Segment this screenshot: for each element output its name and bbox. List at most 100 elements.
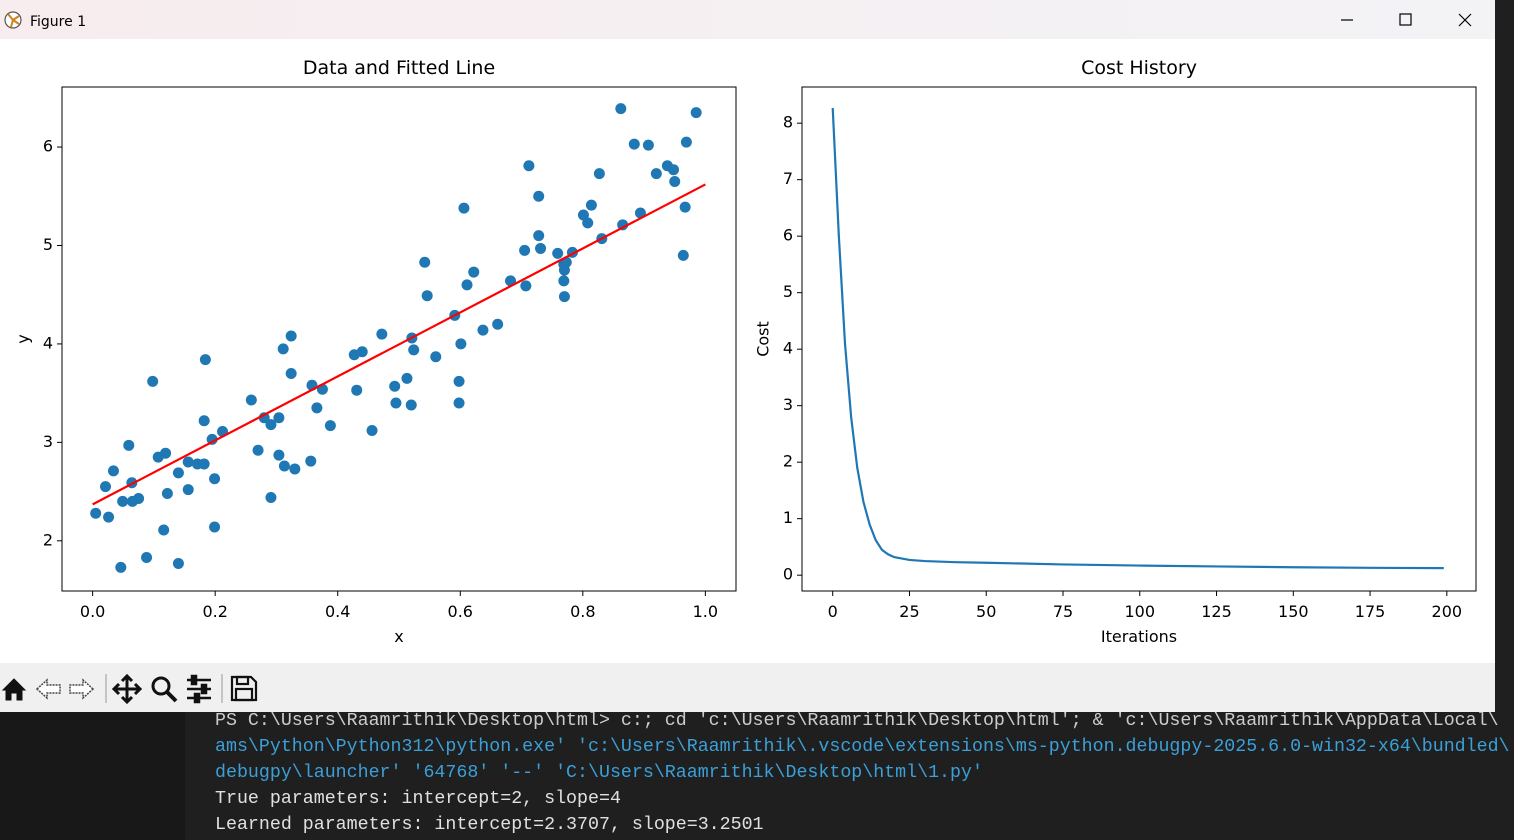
- x-tick-label: 0.0: [80, 602, 105, 621]
- data-point: [273, 449, 285, 461]
- data-point: [117, 495, 129, 507]
- data-point: [468, 266, 480, 278]
- x-tick-label: 150: [1278, 602, 1309, 621]
- data-point: [519, 244, 531, 256]
- terminal-line: debugpy\launcher' '64768' '--' 'C:\Users…: [215, 763, 983, 783]
- x-tick-label: 25: [899, 602, 919, 621]
- close-button[interactable]: [1458, 13, 1472, 27]
- data-point: [408, 344, 420, 356]
- figure: Data and Fitted Line x y 0.0 0.2 0.4 0.6 0.8 1.0…: [14, 57, 1477, 646]
- home-button[interactable]: [1, 678, 27, 701]
- data-point: [324, 420, 336, 432]
- data-point: [679, 201, 691, 213]
- data-point: [252, 444, 264, 456]
- data-point: [430, 351, 442, 363]
- y-tick-label: 0: [783, 565, 793, 584]
- x-tick-label: 1.0: [693, 602, 718, 621]
- data-point: [90, 507, 102, 519]
- data-point: [520, 280, 532, 292]
- data-point: [453, 375, 465, 387]
- maximize-button[interactable]: [1399, 13, 1412, 26]
- chart: Data and Fitted Line x y 0.0 0.2 0.4 0.6 0.8 1.0…: [14, 57, 737, 646]
- data-point: [199, 354, 211, 366]
- data-point: [103, 511, 115, 523]
- plot-area: [90, 103, 706, 573]
- data-point: [650, 168, 662, 180]
- data-point: [461, 279, 473, 291]
- data-point: [198, 415, 210, 427]
- data-point: [206, 433, 218, 445]
- data-point: [278, 460, 290, 472]
- data-point: [533, 230, 545, 242]
- data-point: [523, 160, 535, 172]
- data-point: [390, 397, 402, 409]
- data-point: [455, 338, 467, 350]
- x-tick-label: 0.8: [570, 602, 595, 621]
- data-point: [160, 447, 172, 459]
- window-title: Figure 1: [30, 14, 86, 30]
- terminal-line: True parameters: intercept=2, slope=4: [215, 789, 621, 809]
- x-axis-label: x: [394, 627, 403, 646]
- save-button[interactable]: [230, 675, 258, 702]
- data-point: [593, 168, 605, 180]
- terminal-panel: [0, 712, 1514, 840]
- terminal-output: PS C:\Users\Raamrithik\Desktop\html> c:;…: [215, 711, 1510, 835]
- figure-window: Figure 1: [0, 0, 1495, 712]
- data-point: [492, 318, 504, 330]
- data-point: [669, 176, 681, 187]
- data-point: [690, 107, 702, 119]
- data-point: [305, 455, 317, 467]
- x-tick-label: 100: [1124, 602, 1155, 621]
- data-point: [668, 164, 680, 176]
- data-point: [453, 397, 465, 409]
- editor-edge: [1495, 0, 1514, 712]
- data-point: [107, 465, 119, 477]
- data-point: [351, 384, 363, 396]
- data-point: [265, 419, 277, 431]
- data-point: [617, 219, 629, 231]
- data-point: [182, 456, 194, 468]
- y-tick-label: 8: [783, 113, 793, 132]
- back-button[interactable]: [35, 678, 61, 700]
- toolbar-icons: [1, 673, 258, 705]
- y-tick-label: 5: [43, 235, 53, 254]
- data-point: [172, 557, 184, 569]
- figure-canvas: [0, 39, 1495, 663]
- data-point: [401, 372, 413, 384]
- x-tick-label: 50: [976, 602, 996, 621]
- data-point: [265, 491, 277, 503]
- x-tick-label: 200: [1432, 602, 1463, 621]
- x-tick-label: 0.4: [325, 602, 350, 621]
- data-point: [115, 561, 127, 573]
- data-point: [582, 217, 594, 229]
- data-point: [147, 375, 159, 387]
- zoom-button[interactable]: [151, 676, 178, 703]
- y-tick-label: 1: [783, 508, 793, 527]
- data-point: [141, 552, 153, 564]
- data-point: [642, 139, 654, 151]
- x-tick-label: 0: [828, 602, 838, 621]
- y-axis-label: Cost: [754, 321, 773, 357]
- toolbar: [0, 663, 1495, 712]
- data-point: [535, 242, 547, 254]
- forward-button[interactable]: [69, 678, 95, 700]
- y-tick-label: 2: [43, 530, 53, 549]
- x-tick-label: 0.2: [202, 602, 227, 621]
- pan-button[interactable]: [111, 673, 143, 705]
- y-tick-label: 5: [783, 282, 793, 301]
- chart-title: Cost History: [1081, 57, 1197, 79]
- configure-button[interactable]: [187, 674, 211, 704]
- y-tick-label: 3: [783, 395, 793, 414]
- x-tick-label: 125: [1201, 602, 1232, 621]
- plot-area: [831, 107, 1444, 570]
- data-point: [389, 380, 401, 392]
- data-point: [405, 399, 417, 411]
- y-axis-label: y: [14, 334, 33, 343]
- data-point: [533, 190, 545, 202]
- y-tick-label: 7: [783, 169, 793, 188]
- y-tick-label: 6: [783, 226, 793, 245]
- data-point: [356, 346, 368, 358]
- chart-title: Data and Fitted Line: [303, 57, 495, 79]
- data-point: [552, 247, 564, 259]
